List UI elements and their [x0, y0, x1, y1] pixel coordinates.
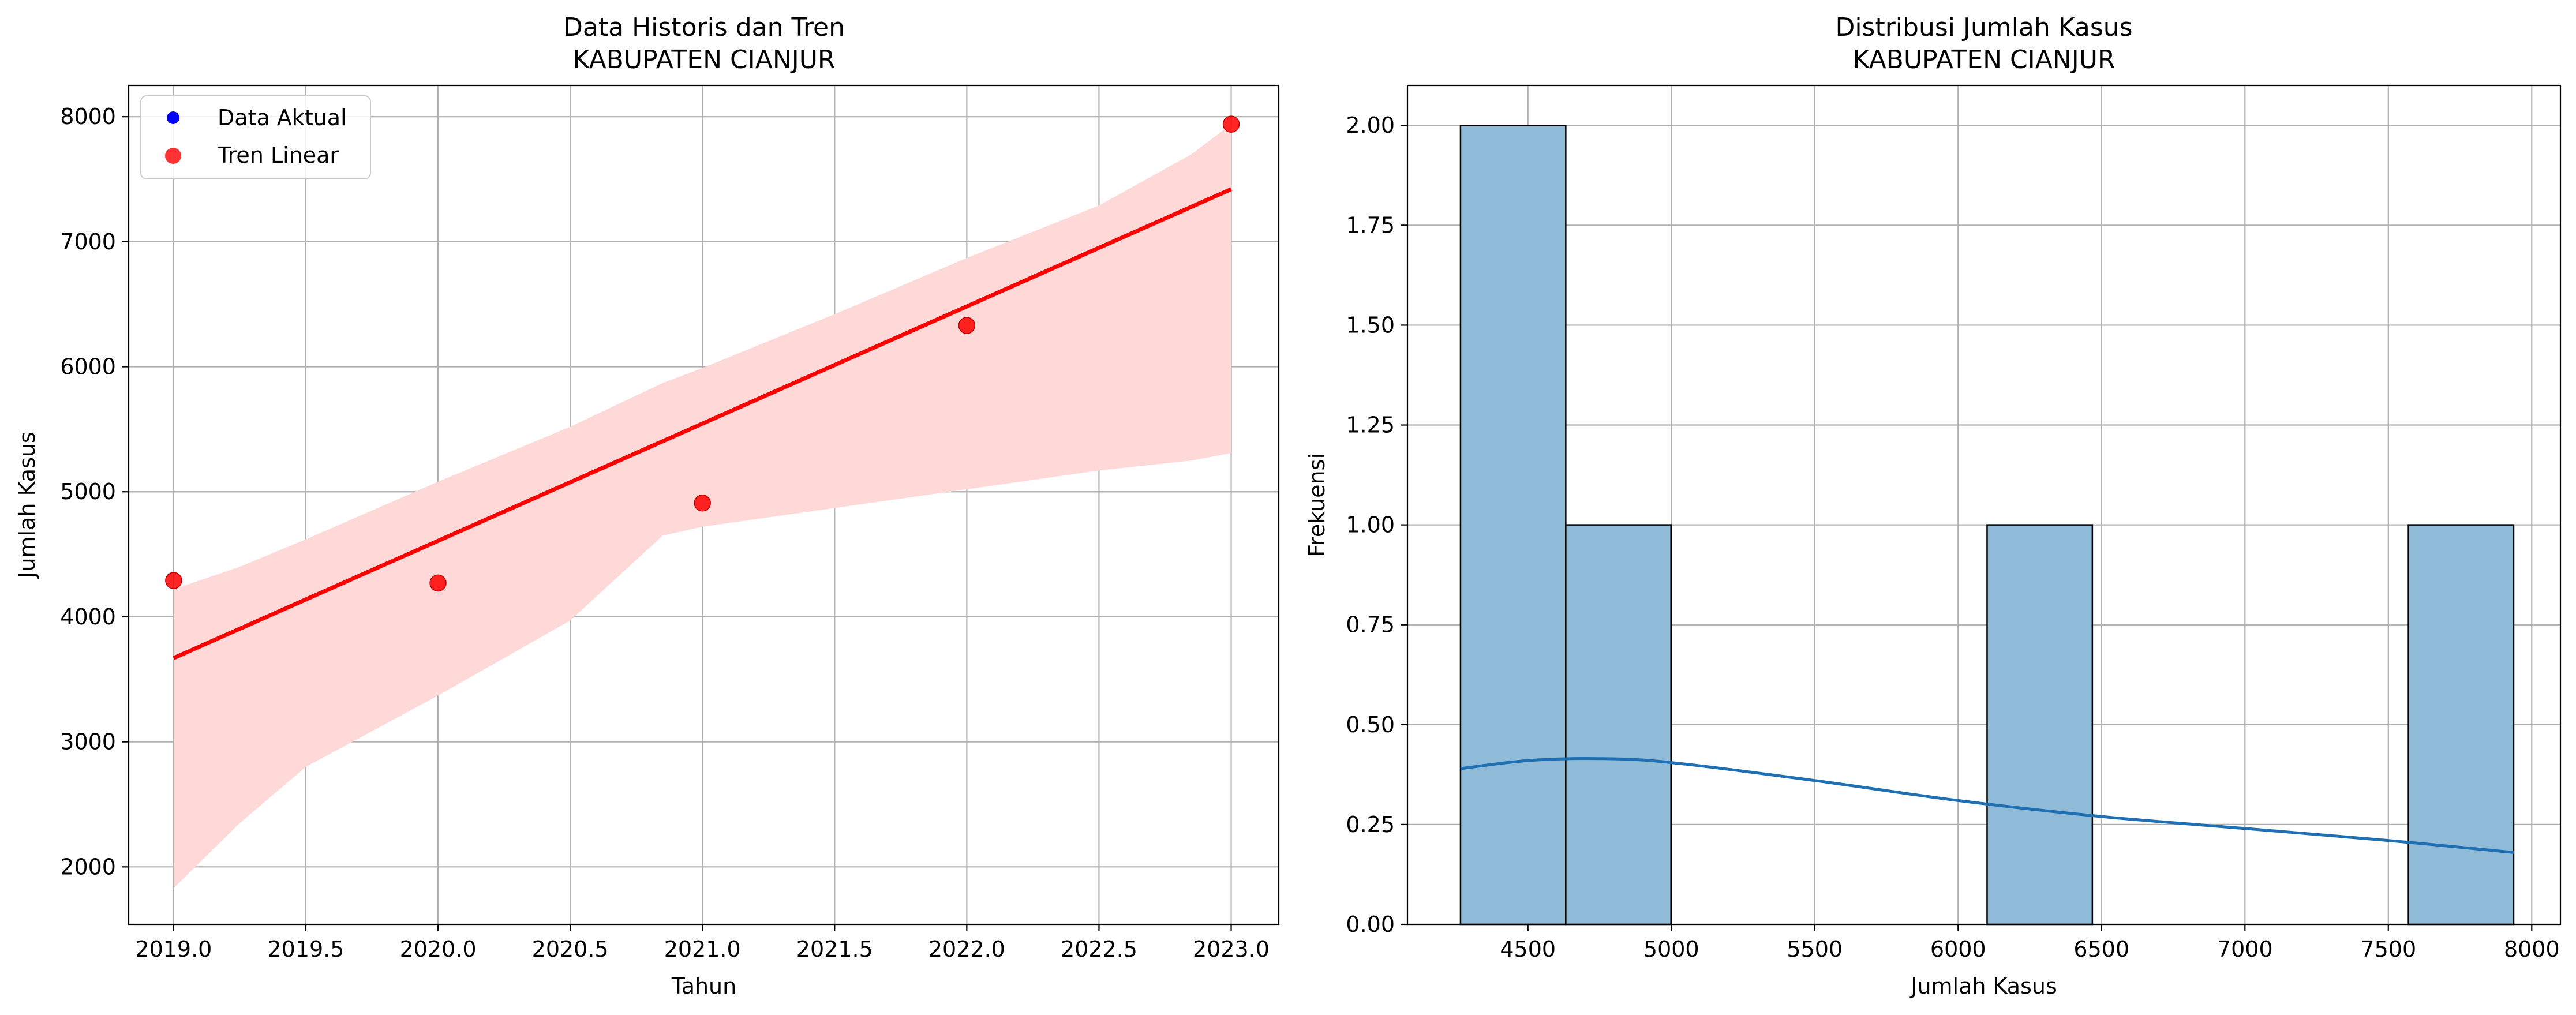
histogram-subtitle: KABUPATEN CIANJUR: [1852, 45, 2115, 74]
trend-chart-x-tick-label: 2022.0: [928, 937, 1005, 962]
legend-box: [140, 95, 371, 179]
legend-label-tren-linear: Tren Linear: [217, 143, 339, 168]
trend-chart-x-tick-label: 2019.5: [267, 937, 344, 962]
trend-chart-x-tick-label: 2021.0: [664, 937, 741, 962]
trend-line: [173, 187, 1232, 660]
histogram-y-axis-label: Frekuensi: [1304, 453, 1330, 557]
histogram-y-ticks: 0.00 0.25 0.50 0.75 1.00 1.25 1.50 1.75 2.00: [1346, 113, 1407, 937]
trend-chart-y-ticks: 2000 3000 4000 5000 6000 7000 8000: [60, 104, 129, 879]
trend-chart-legend: Data Aktual Tren Linear: [140, 95, 371, 179]
kde-curve: [1460, 757, 2514, 854]
trend-chart-x-tick-label: 2019.0: [135, 937, 212, 962]
histogram-bars-layer: [1459, 124, 2515, 926]
trend-line-layer: [173, 187, 1232, 660]
trend-chart-y-tick-label: 8000: [60, 104, 116, 129]
histogram-y-tick-label: 2.00: [1346, 113, 1395, 138]
data-point: [165, 572, 182, 589]
trend-chart-x-tick-label: 2022.5: [1061, 937, 1137, 962]
trend-chart-frame: [128, 84, 1280, 926]
histogram-y-tick-label: 0.25: [1346, 812, 1395, 837]
histogram-x-tick-label: 6500: [2073, 937, 2129, 962]
trend-chart-x-tick-label: 2020.0: [400, 937, 477, 962]
data-points-layer: [165, 115, 1240, 592]
histogram-title: Distribusi Jumlah Kasus: [1835, 13, 2132, 42]
histogram-bar: [1986, 524, 2094, 926]
kde-curve-layer: [1460, 757, 2514, 854]
trend-chart-x-ticks: 2019.0 2019.5 2020.0 2020.5 2021.0 2021.5 2022…: [135, 924, 1270, 962]
trend-chart-x-tick-label: 2020.5: [532, 937, 609, 962]
histogram-y-tick-label: 0.00: [1346, 912, 1395, 937]
histogram-x-tick-label: 5500: [1787, 937, 1843, 962]
trend-chart-y-tick-label: 4000: [60, 604, 116, 630]
legend-label-data-aktual: Data Aktual: [218, 105, 347, 130]
histogram-y-tick-label: 0.75: [1346, 612, 1395, 638]
histogram-y-tick-label: 1.75: [1346, 212, 1395, 238]
legend-marker-data-aktual: [167, 111, 179, 124]
histogram-x-tick-label: 8000: [2504, 937, 2560, 962]
histogram-x-tick-label: 5000: [1643, 937, 1699, 962]
trend-chart-y-tick-label: 3000: [60, 729, 116, 755]
data-point: [958, 317, 976, 334]
histogram-x-tick-label: 7500: [2360, 937, 2416, 962]
trend-chart-y-tick-label: 6000: [60, 354, 116, 380]
histogram-x-tick-label: 6000: [1930, 937, 1986, 962]
histogram-x-ticks: 4500 5000 5500 6000 6500 7000 7500 8000: [1500, 924, 2560, 962]
histogram-y-tick-label: 1.00: [1346, 512, 1395, 538]
histogram-bar: [1565, 524, 1672, 926]
trend-chart-x-axis-label: Tahun: [671, 973, 736, 999]
trend-chart-subtitle: KABUPATEN CIANJUR: [572, 45, 835, 74]
histogram-bar: [1459, 124, 1567, 926]
data-point: [694, 494, 711, 512]
trend-chart-x-tick-label: 2021.5: [796, 937, 873, 962]
trend-chart-y-tick-label: 5000: [60, 479, 116, 504]
trend-chart-y-tick-label: 7000: [60, 229, 116, 254]
data-point: [1222, 115, 1240, 133]
histogram-frame: [1406, 84, 2562, 926]
legend-marker-tren-linear: [165, 148, 181, 164]
histogram-bar: [2407, 524, 2515, 926]
trend-chart-title: Data Historis dan Tren: [563, 13, 845, 42]
histogram-x-tick-label: 7000: [2217, 937, 2273, 962]
histogram-x-axis-label: Jumlah Kasus: [1909, 973, 2057, 999]
histogram-y-tick-label: 1.25: [1346, 413, 1395, 438]
trend-chart-y-tick-label: 2000: [60, 854, 116, 879]
trend-chart-y-axis-label: Jumlah Kasus: [14, 432, 40, 579]
histogram-y-tick-label: 1.50: [1346, 312, 1395, 338]
histogram-panel: Distribusi Jumlah Kasus KABUPATEN CIANJU…: [1304, 13, 2562, 999]
trend-chart-panel: Data Historis dan Tren KABUPATEN CIANJUR…: [14, 13, 1280, 999]
data-point: [429, 574, 447, 592]
trend-chart-x-tick-label: 2023.0: [1193, 937, 1270, 962]
histogram-y-tick-label: 0.50: [1346, 712, 1395, 737]
histogram-x-tick-label: 4500: [1500, 937, 1556, 962]
